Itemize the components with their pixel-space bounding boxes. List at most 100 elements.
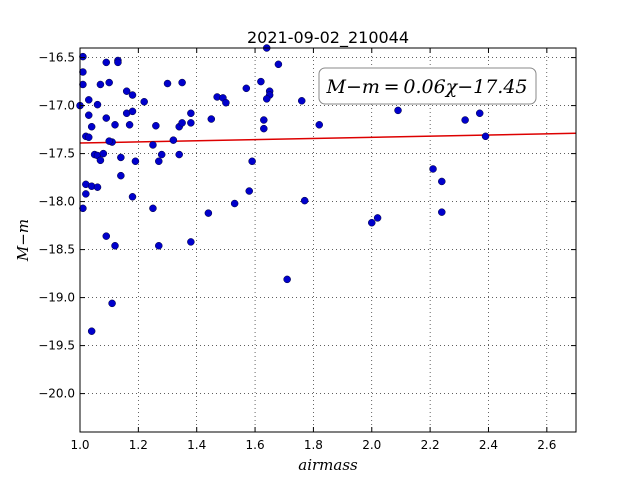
- data-point: [155, 157, 163, 166]
- data-point: [152, 122, 160, 130]
- data-point: [85, 96, 93, 104]
- x-tick-label: 2.0: [362, 438, 381, 452]
- data-point: [99, 149, 108, 158]
- grid: [79, 48, 576, 432]
- data-point: [93, 100, 102, 109]
- data-point: [438, 208, 446, 216]
- data-point: [222, 98, 230, 107]
- y-tick-label: −18.0: [38, 195, 75, 209]
- data-point: [79, 204, 87, 213]
- data-point: [140, 98, 148, 106]
- x-axis-label: airmass: [298, 456, 358, 474]
- y-tick-label: −16.5: [38, 51, 75, 65]
- data-point: [242, 84, 251, 93]
- x-tick-label: 1.6: [246, 438, 265, 452]
- plot-area: [80, 48, 576, 432]
- data-point: [207, 115, 216, 123]
- data-point: [248, 157, 256, 166]
- data-point: [102, 114, 111, 122]
- data-point: [79, 68, 87, 76]
- data-point: [108, 299, 116, 308]
- data-point: [315, 121, 323, 129]
- data-point: [230, 199, 239, 208]
- data-point: [187, 238, 195, 246]
- data-point: [125, 121, 134, 129]
- data-point: [245, 187, 253, 195]
- data-point: [87, 327, 96, 335]
- x-tick-label: 1.4: [187, 438, 206, 452]
- x-tick-label: 2.4: [479, 438, 498, 452]
- data-point: [297, 97, 306, 105]
- data-point: [283, 275, 291, 284]
- data-point: [111, 121, 119, 129]
- data-point: [260, 124, 268, 133]
- data-point: [175, 150, 183, 159]
- data-point: [187, 119, 195, 127]
- data-points: [76, 44, 490, 335]
- data-point: [257, 77, 265, 86]
- x-tick-label: 2.2: [421, 438, 440, 452]
- data-point: [85, 133, 93, 142]
- x-tick-labels: 1.0 1.2 1.4 1.6 1.8 2.0 2.2 2.4 2.6: [70, 438, 556, 452]
- data-point: [102, 232, 111, 240]
- data-point: [178, 78, 186, 87]
- y-tick-label: −17.0: [38, 99, 75, 113]
- data-point: [128, 107, 137, 116]
- y-tick-label: −19.5: [38, 339, 75, 353]
- data-point: [429, 165, 437, 173]
- data-point: [102, 58, 111, 67]
- data-point: [93, 183, 102, 191]
- data-point: [105, 137, 113, 145]
- fit-line-layer: [79, 132, 577, 144]
- data-point: [157, 150, 166, 159]
- data-point: [155, 242, 163, 250]
- x-tick-label: 2.6: [537, 438, 556, 452]
- data-point: [373, 214, 382, 222]
- data-point: [368, 218, 376, 227]
- data-point: [475, 109, 484, 118]
- data-point: [187, 109, 195, 118]
- y-axis-label: M−m: [14, 219, 32, 262]
- data-point: [438, 177, 446, 186]
- data-point: [149, 204, 157, 213]
- data-point: [96, 156, 105, 165]
- data-point: [111, 242, 119, 250]
- x-tick-label: 1.2: [129, 438, 148, 452]
- data-point: [79, 52, 87, 61]
- y-tick-labels: −16.5 −17.0 −17.5 −18.0 −18.5 −19.0 −19.5 −20.0: [38, 51, 75, 401]
- data-point: [169, 136, 178, 144]
- data-point: [131, 157, 140, 166]
- data-point: [394, 106, 402, 115]
- data-point: [85, 111, 93, 119]
- data-point: [178, 119, 186, 127]
- data-point: [105, 78, 113, 87]
- fit-annotation: M−m = 0.06χ−17.45: [318, 67, 537, 105]
- data-point: [117, 153, 125, 162]
- chart-title: 2021-09-02_210044: [247, 28, 409, 48]
- data-point: [163, 79, 172, 88]
- y-tick-label: −17.5: [38, 147, 75, 161]
- data-point: [481, 132, 490, 141]
- data-point: [204, 209, 213, 217]
- y-tick-label: −19.0: [38, 291, 75, 305]
- data-point: [114, 58, 122, 67]
- data-point: [300, 196, 309, 205]
- data-point: [87, 122, 96, 131]
- data-point: [260, 116, 268, 124]
- data-point: [82, 190, 90, 198]
- annotation-box: [318, 67, 537, 105]
- plot-frame: [79, 47, 577, 433]
- annotation-equation: M−m = 0.06χ−17.45: [325, 76, 527, 98]
- y-tick-label: −18.5: [38, 243, 75, 257]
- data-point: [79, 80, 87, 89]
- x-tick-label: 1.0: [70, 438, 89, 452]
- data-point: [122, 87, 131, 95]
- fit-line: [79, 132, 577, 144]
- data-point: [117, 171, 125, 180]
- axis-ticks: [79, 48, 576, 432]
- data-point: [128, 193, 137, 201]
- data-point: [96, 80, 105, 89]
- data-point: [274, 60, 283, 69]
- data-point: [128, 91, 137, 99]
